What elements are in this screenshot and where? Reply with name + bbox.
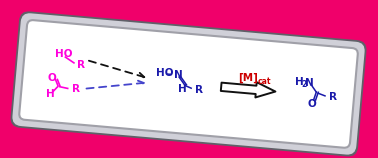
Text: HO: HO xyxy=(54,49,72,59)
FancyBboxPatch shape xyxy=(12,13,365,155)
Text: R: R xyxy=(72,84,80,94)
Text: O: O xyxy=(47,73,56,83)
Text: N: N xyxy=(174,70,183,80)
Text: R: R xyxy=(195,85,203,94)
FancyBboxPatch shape xyxy=(19,20,358,148)
FancyBboxPatch shape xyxy=(11,11,367,156)
Text: O: O xyxy=(308,99,317,109)
Text: H: H xyxy=(178,84,186,94)
Text: R: R xyxy=(329,92,337,102)
FancyArrowPatch shape xyxy=(221,82,276,97)
Text: N: N xyxy=(305,78,314,88)
Text: H: H xyxy=(295,77,304,87)
Text: HO: HO xyxy=(156,68,174,78)
FancyBboxPatch shape xyxy=(19,20,358,148)
Text: R: R xyxy=(77,60,85,70)
Text: [M]: [M] xyxy=(238,73,258,83)
Text: 2: 2 xyxy=(301,80,306,89)
Text: cat: cat xyxy=(258,77,271,86)
Text: H: H xyxy=(46,89,54,99)
